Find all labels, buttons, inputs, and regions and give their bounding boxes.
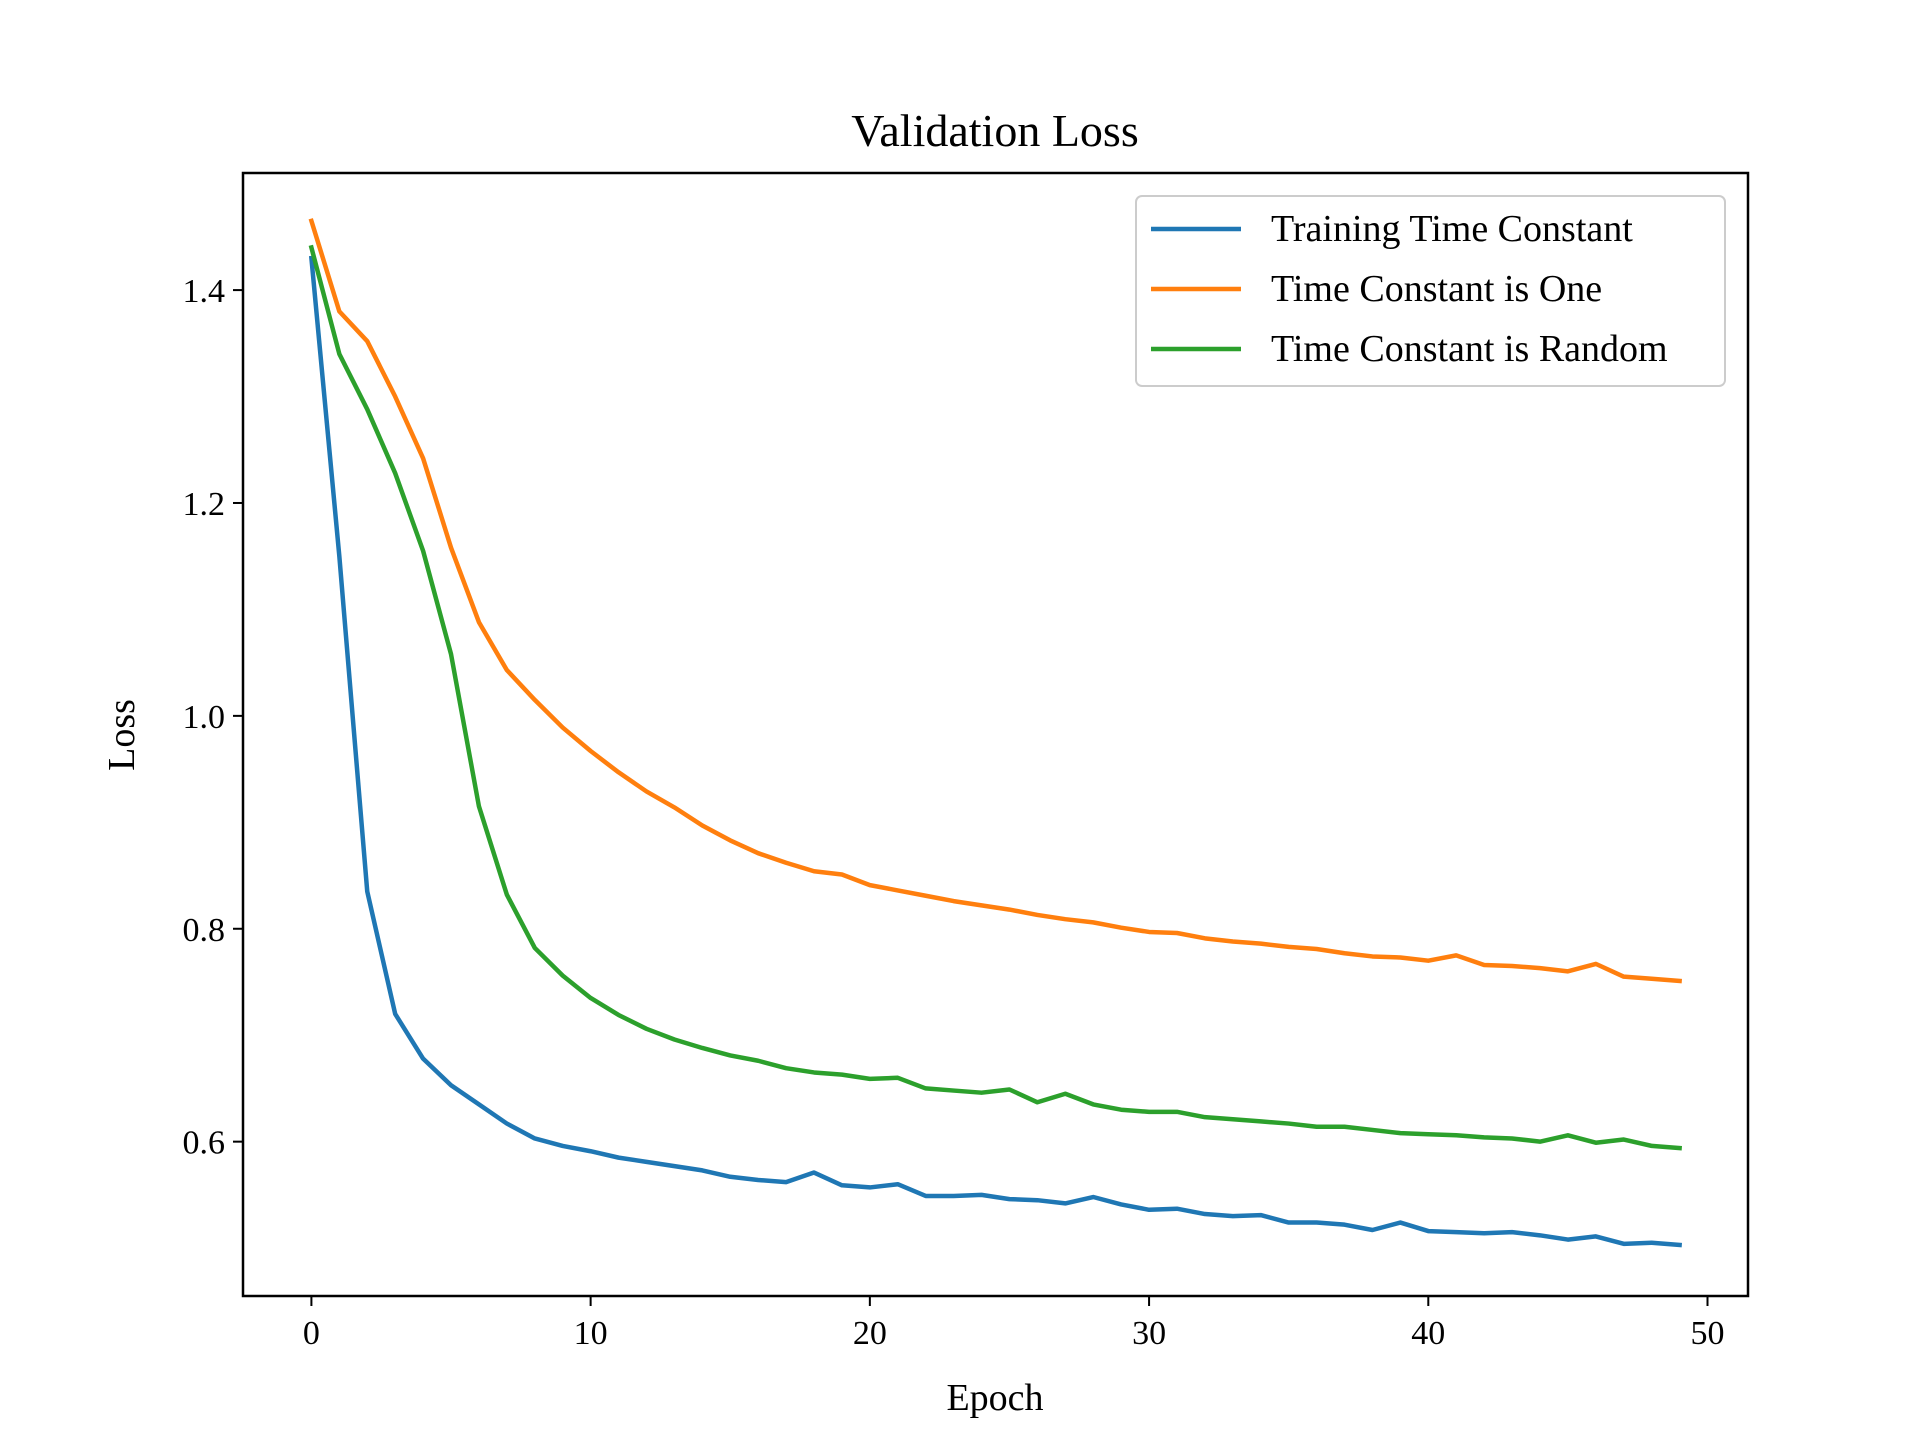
y-tick-label-2: 1.0 xyxy=(183,699,226,736)
y-tick-label-1: 0.8 xyxy=(183,912,226,949)
series-line-1 xyxy=(308,218,1683,984)
x-tick-label-3: 30 xyxy=(1132,1315,1166,1352)
legend-box xyxy=(1135,195,1726,387)
x-tick-label-2: 20 xyxy=(853,1315,887,1352)
legend-items: Training Time Constant Time Constant is O… xyxy=(1151,208,1668,370)
y-tick-label-0: 0.6 xyxy=(183,1125,226,1162)
y-axis-label: Loss xyxy=(101,699,143,771)
legend-label-2: Time Constant is Random xyxy=(1271,328,1668,370)
legend-label-0: Training Time Constant xyxy=(1271,208,1633,250)
chart-title: Validation Loss xyxy=(851,105,1138,156)
ticks-layer: 0 10 20 30 40 50 0.6 0.8 1.0 1.2 1.4 xyxy=(183,273,1725,1352)
x-tick-label-5: 50 xyxy=(1691,1315,1725,1352)
series-layer xyxy=(308,218,1683,1248)
legend-label-1: Time Constant is One xyxy=(1271,268,1602,310)
series-line-2 xyxy=(308,244,1683,1151)
x-tick-label-1: 10 xyxy=(574,1315,608,1352)
x-axis-label: Epoch xyxy=(946,1377,1043,1419)
y-tick-label-4: 1.4 xyxy=(183,273,226,310)
x-tick-label-0: 0 xyxy=(303,1315,320,1352)
y-tick-label-3: 1.2 xyxy=(183,486,226,523)
series-line-0 xyxy=(308,255,1683,1248)
x-tick-label-4: 40 xyxy=(1411,1315,1445,1352)
legend: Training Time Constant Time Constant is O… xyxy=(1135,195,1726,387)
plot-frame xyxy=(241,171,1750,1298)
